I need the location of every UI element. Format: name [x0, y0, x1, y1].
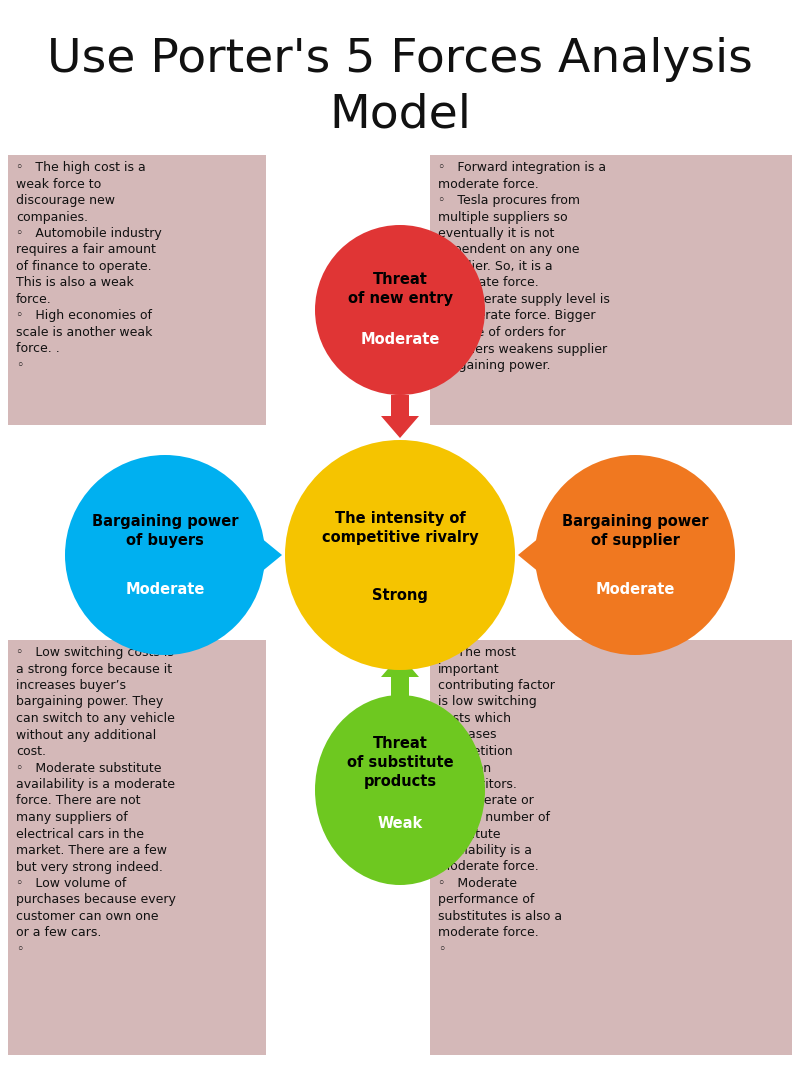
Text: Threat
of substitute
products: Threat of substitute products: [346, 736, 454, 789]
Text: Moderate: Moderate: [126, 583, 205, 598]
Text: ◦   Forward integration is a
moderate force.
◦   Tesla procures from
multiple su: ◦ Forward integration is a moderate forc…: [438, 161, 610, 388]
Text: Bargaining power
of buyers: Bargaining power of buyers: [92, 514, 238, 547]
Text: Moderate: Moderate: [360, 332, 440, 347]
Text: Strong: Strong: [372, 588, 428, 603]
Text: Bargaining power
of supplier: Bargaining power of supplier: [562, 514, 708, 547]
Ellipse shape: [65, 455, 265, 655]
FancyBboxPatch shape: [391, 676, 409, 697]
Text: Moderate: Moderate: [595, 583, 674, 598]
Text: ◦   The high cost is a
weak force to
discourage new
companies.
◦   Automobile in: ◦ The high cost is a weak force to disco…: [16, 161, 162, 372]
Polygon shape: [381, 416, 419, 437]
Text: Threat
of new entry: Threat of new entry: [347, 272, 453, 305]
Text: Use Porter's 5 Forces Analysis: Use Porter's 5 Forces Analysis: [47, 37, 753, 82]
Text: ◦   The most
important
contributing factor
is low switching
costs which
increase: ◦ The most important contributing factor…: [438, 646, 562, 956]
Text: ◦   Low switching costs is
a strong force because it
increases buyer’s
bargainin: ◦ Low switching costs is a strong force …: [16, 646, 176, 956]
Ellipse shape: [285, 440, 515, 670]
Polygon shape: [381, 655, 419, 676]
FancyBboxPatch shape: [260, 546, 266, 564]
Text: Weak: Weak: [378, 816, 422, 831]
FancyBboxPatch shape: [8, 155, 266, 425]
FancyBboxPatch shape: [391, 395, 409, 416]
FancyBboxPatch shape: [430, 640, 792, 1055]
Text: Model: Model: [329, 93, 471, 138]
Ellipse shape: [315, 695, 485, 885]
FancyBboxPatch shape: [8, 640, 266, 1055]
FancyBboxPatch shape: [534, 546, 540, 564]
Ellipse shape: [315, 225, 485, 395]
FancyBboxPatch shape: [430, 155, 792, 425]
Polygon shape: [518, 537, 540, 573]
Ellipse shape: [535, 455, 735, 655]
Text: The intensity of
competitive rivalry: The intensity of competitive rivalry: [322, 511, 478, 544]
Polygon shape: [260, 537, 282, 573]
